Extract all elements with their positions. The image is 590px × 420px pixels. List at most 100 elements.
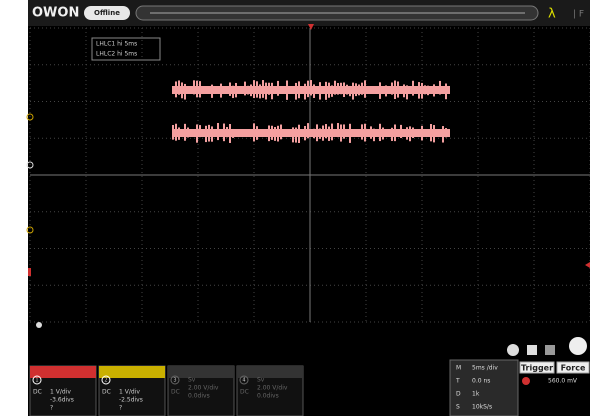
wave-pulse — [244, 81, 246, 96]
channel-icon — [32, 375, 42, 385]
channel-number: 2 — [104, 378, 107, 384]
wave-pulse — [412, 127, 414, 138]
wave-pulse — [295, 82, 297, 100]
save-icon[interactable] — [527, 345, 537, 355]
wave-pulse — [286, 80, 288, 100]
wave-pulse — [325, 81, 327, 100]
wave-pulse — [187, 127, 189, 138]
home-icon[interactable] — [569, 337, 587, 355]
wave-pulse — [223, 123, 225, 142]
wave-pulse — [280, 124, 282, 140]
channel-scale: 1 V/div — [119, 389, 140, 396]
wave-pulse — [349, 85, 351, 97]
wave-pulse — [232, 128, 234, 138]
wave-pulse — [247, 85, 249, 95]
force-button[interactable] — [556, 361, 590, 374]
wave-pulse — [256, 81, 258, 98]
channel-head — [237, 366, 303, 378]
wave-pulse — [184, 83, 186, 100]
wave-pulse — [259, 84, 261, 99]
wave-pulse — [430, 124, 432, 142]
trigger-button[interactable] — [519, 361, 555, 374]
wave-pulse — [316, 124, 318, 142]
measure-1: LHLC1 hi 5ms — [96, 41, 137, 48]
wave-pulse — [304, 83, 306, 100]
timebase-key: T — [455, 378, 460, 385]
wave-pulse — [274, 127, 276, 141]
channel-mode: Sv — [257, 377, 265, 384]
wave-pulse — [391, 127, 393, 141]
wave-pulse — [370, 126, 372, 139]
wave-pulse — [199, 81, 201, 98]
wave-pulse — [253, 123, 255, 142]
wave-pulse — [337, 123, 339, 138]
wave-pulse — [364, 123, 366, 142]
channel-scale: 2.00 V/div — [257, 385, 288, 392]
wave-pulse — [268, 125, 270, 142]
timebase-key: M — [456, 365, 461, 372]
timebase-panel — [449, 359, 519, 417]
wave-pulse — [181, 82, 183, 99]
wave-pulse — [361, 124, 363, 140]
wave-pulse — [352, 82, 354, 100]
wave-pulse — [310, 80, 312, 96]
wave-pulse — [418, 82, 420, 99]
wave-pulse — [358, 84, 360, 96]
channel-icon — [101, 375, 111, 385]
channel-icon — [239, 375, 249, 385]
wave-pulse — [307, 80, 309, 98]
wave-pulse — [193, 80, 195, 95]
timebase-value: 0.0 ns — [472, 378, 490, 385]
wave-pulse — [178, 127, 180, 140]
channel-number: 1 — [35, 378, 38, 384]
screen — [28, 0, 590, 416]
aux-icon: | F — [573, 10, 584, 20]
wave-pulse — [421, 125, 423, 141]
print-icon[interactable] — [545, 345, 555, 355]
wave-pulse — [340, 82, 342, 95]
timebase-key: D — [456, 391, 461, 398]
zoom-icon[interactable] — [507, 344, 519, 356]
wave-pulse — [424, 85, 426, 95]
wave-pulse — [334, 80, 336, 95]
logo: OWON — [32, 6, 79, 21]
wave-pulse — [328, 126, 330, 141]
wave-pulse — [412, 80, 414, 96]
wave-pulse — [265, 82, 267, 100]
channel-offset: -3.6divs — [50, 397, 74, 404]
wave-pulse — [391, 82, 393, 95]
run-icon: λ — [548, 7, 556, 22]
wave-pulse — [292, 127, 294, 143]
zero-marker — [36, 322, 42, 328]
wave-pulse — [199, 125, 201, 138]
trigger-level — [585, 262, 590, 268]
wave-pulse — [346, 84, 348, 95]
channel-head — [30, 366, 96, 378]
channel-mode: Sv — [188, 377, 196, 384]
wave-pulse — [319, 82, 321, 100]
wave-pulse — [322, 125, 324, 141]
wave-pulse — [403, 84, 405, 98]
wave-pulse — [421, 82, 423, 99]
wave-pulse — [232, 85, 234, 99]
channel-head — [168, 366, 234, 378]
ch2-marker — [26, 161, 34, 169]
wave-pulse — [313, 84, 315, 98]
channel-scale: 1 V/div — [50, 389, 71, 396]
wave-pulse — [205, 125, 207, 143]
wave-pulse — [364, 80, 366, 98]
ch3-marker — [26, 226, 34, 234]
wave-pulse — [271, 82, 273, 100]
wave-pulse — [319, 128, 321, 139]
wave-pulse — [397, 81, 399, 98]
force-label: Force — [561, 364, 586, 373]
wave-pulse — [379, 123, 381, 142]
wave-pulse — [196, 124, 198, 143]
wave-pulse — [427, 85, 429, 96]
wave-pulse — [229, 82, 231, 96]
wave-pulse — [433, 84, 435, 97]
wave-pulse — [178, 80, 180, 95]
channel-coupling: DC — [102, 389, 111, 396]
wave-pulse — [175, 81, 177, 98]
